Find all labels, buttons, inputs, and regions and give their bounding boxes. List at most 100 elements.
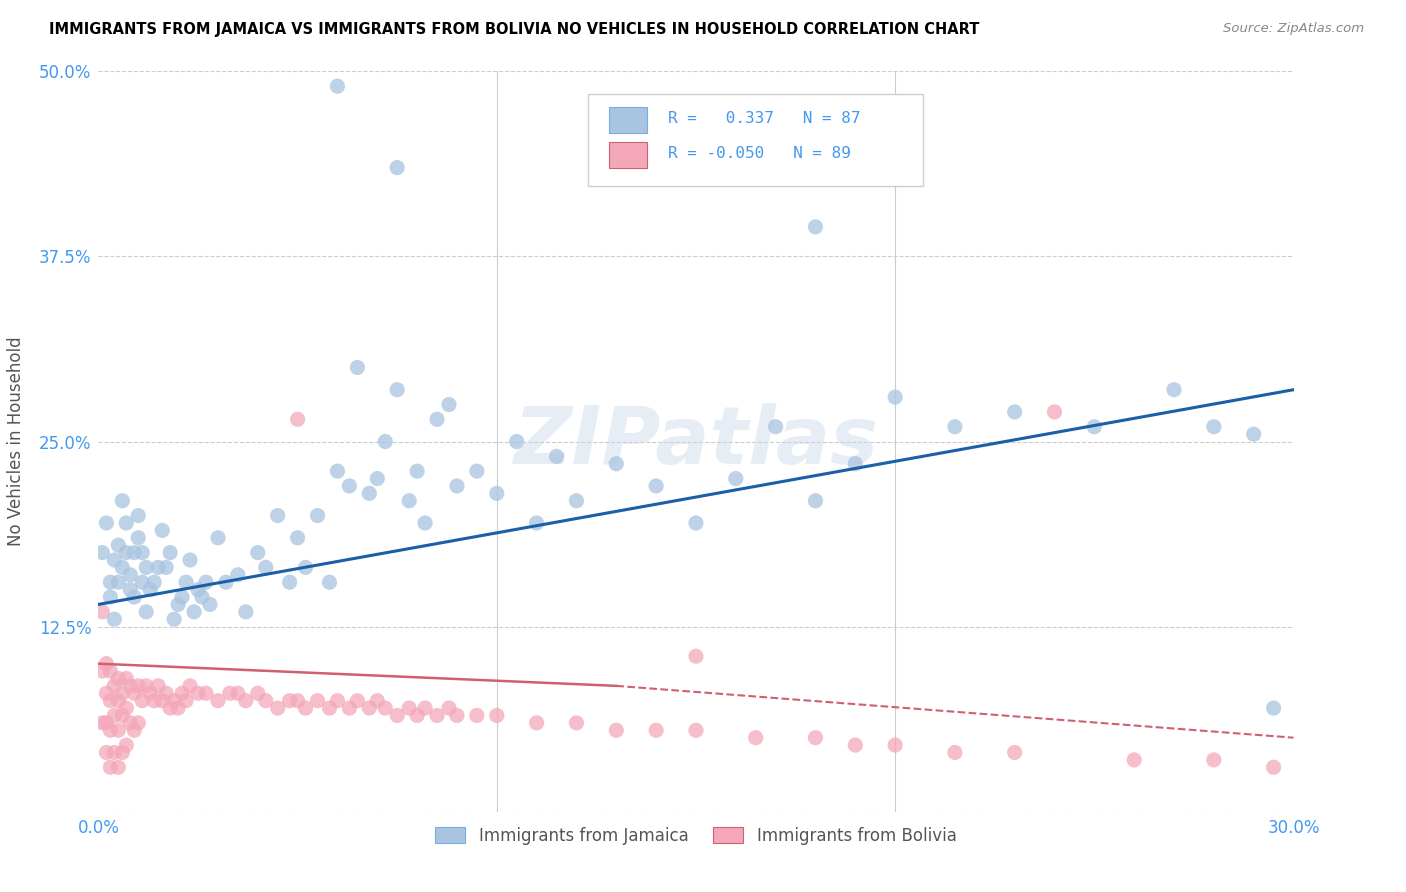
Point [287,531,309,545]
Point [148,679,170,693]
Point [115,546,138,560]
Text: ZIPatlas: ZIPatlas [513,402,879,481]
Point [326,694,349,708]
Point [1004,405,1026,419]
Text: IMMIGRANTS FROM JAMAICA VS IMMIGRANTS FROM BOLIVIA NO VEHICLES IN HOUSEHOLD CORR: IMMIGRANTS FROM JAMAICA VS IMMIGRANTS FR… [49,22,980,37]
Point [150,694,173,708]
Point [111,560,134,574]
Point [215,575,238,590]
Point [385,161,409,175]
Point [339,701,361,715]
Point [135,679,157,693]
Point [346,360,368,375]
Point [745,731,768,745]
Point [385,383,409,397]
Point [366,471,388,485]
Bar [609,142,647,168]
Point [346,694,368,708]
Point [685,649,707,664]
Point [413,701,436,715]
Point [103,679,125,693]
Point [426,708,449,723]
Point [278,694,301,708]
Point [446,479,468,493]
Point [111,493,134,508]
Point [413,516,436,530]
Point [96,746,118,760]
Point [526,516,548,530]
Point [115,738,138,752]
Point [724,471,747,485]
Point [235,605,257,619]
Text: Source: ZipAtlas.com: Source: ZipAtlas.com [1223,22,1364,36]
Point [943,746,966,760]
Point [406,708,429,723]
Point [191,590,214,604]
Point [96,715,118,730]
Point [645,723,668,738]
Point [98,575,122,590]
Point [96,657,118,671]
Point [226,686,249,700]
Point [1163,383,1185,397]
Bar [609,107,647,133]
Y-axis label: No Vehicles in Household: No Vehicles in Household [7,336,25,547]
Point [96,516,118,530]
Point [426,412,449,426]
Point [111,686,134,700]
Point [398,701,420,715]
Point [844,457,866,471]
Point [884,390,907,404]
Point [605,457,627,471]
Point [174,694,197,708]
Point [1263,701,1285,715]
Point [287,412,309,426]
Point [124,590,146,604]
Point [437,701,460,715]
Point [254,560,277,574]
Point [148,560,170,574]
Point [804,493,827,508]
Point [187,686,209,700]
Point [1123,753,1146,767]
Point [884,738,907,752]
Point [406,464,429,478]
Point [107,672,129,686]
Point [143,575,166,590]
Point [267,701,290,715]
Point [685,723,707,738]
Point [195,686,218,700]
Point [163,694,186,708]
Legend: Immigrants from Jamaica, Immigrants from Bolivia: Immigrants from Jamaica, Immigrants from… [429,820,963,852]
Point [127,715,149,730]
Point [198,598,221,612]
Point [485,708,508,723]
Point [124,686,146,700]
Point [91,715,114,730]
Point [167,701,190,715]
Point [155,560,177,574]
Point [91,605,114,619]
Point [143,694,166,708]
Point [685,516,707,530]
Point [374,701,396,715]
Point [804,219,827,234]
Point [107,723,129,738]
Point [195,575,218,590]
Point [179,553,201,567]
Point [135,605,157,619]
Point [172,686,194,700]
Point [943,419,966,434]
Point [465,464,488,478]
Point [605,723,627,738]
Point [103,746,125,760]
Point [287,694,309,708]
Point [1202,753,1225,767]
Point [115,701,138,715]
Point [183,605,205,619]
Point [804,731,827,745]
Point [765,419,787,434]
Point [107,694,129,708]
Point [526,715,548,730]
Point [120,679,142,693]
